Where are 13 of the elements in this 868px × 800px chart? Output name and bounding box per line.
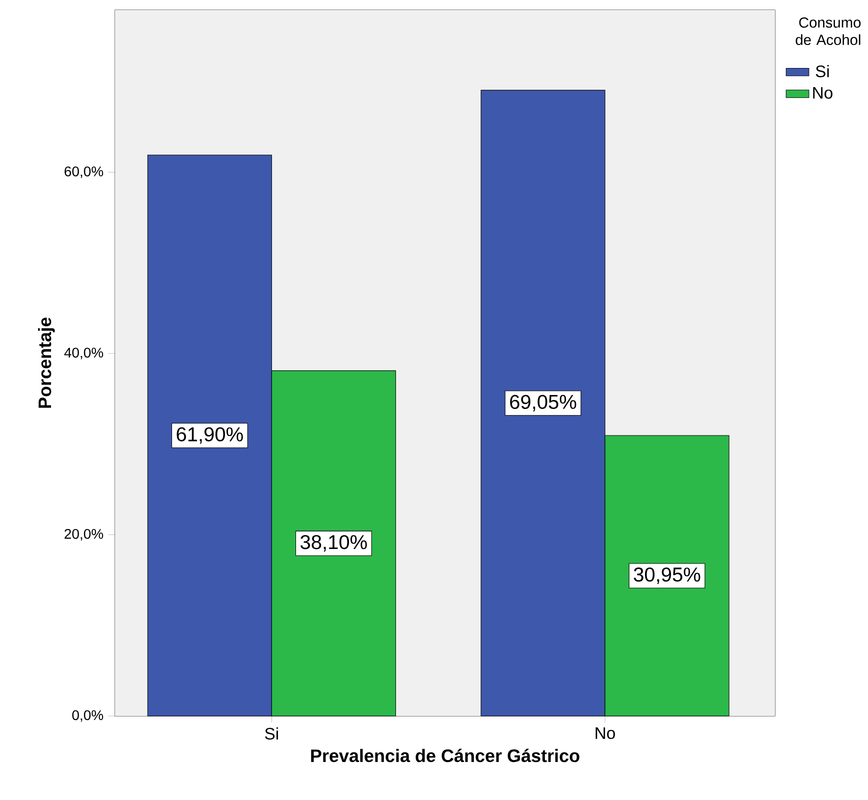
y-tick-label: 40,0% bbox=[64, 348, 104, 360]
y-axis-title: Porcentaje bbox=[38, 318, 55, 408]
data-label: 61,90% bbox=[176, 427, 243, 444]
x-axis-title: Prevalencia de Cáncer Gástrico bbox=[311, 748, 580, 762]
y-tick-label: 60,0% bbox=[64, 166, 104, 178]
data-label: 69,05% bbox=[510, 394, 576, 412]
legend-label: Si bbox=[816, 65, 829, 78]
data-label: 38,10% bbox=[300, 535, 367, 552]
legend-title: Consumo de Acohol bbox=[796, 17, 861, 46]
data-label: 30,95% bbox=[634, 567, 700, 584]
y-tick-label: 0,0% bbox=[72, 710, 104, 722]
y-tick-label: 20,0% bbox=[64, 528, 104, 541]
legend-label: No bbox=[813, 87, 832, 99]
